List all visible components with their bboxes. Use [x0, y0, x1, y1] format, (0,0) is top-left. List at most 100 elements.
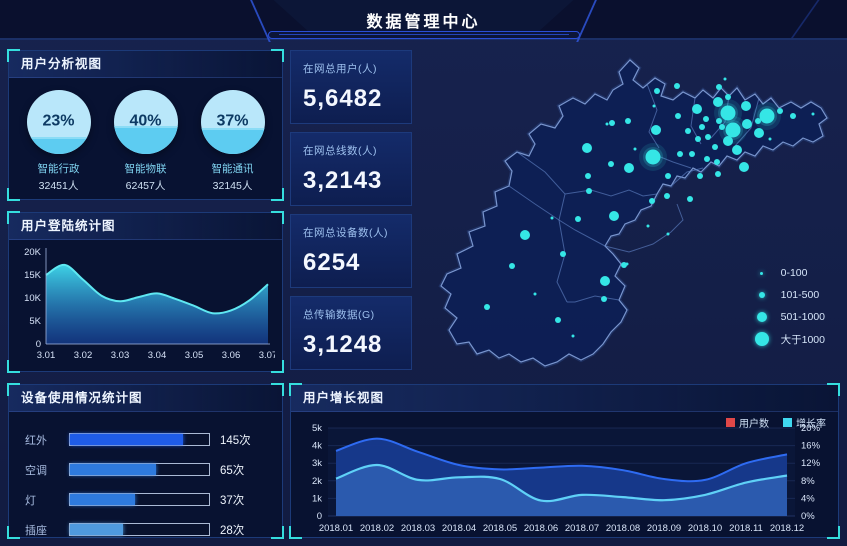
map-bubble[interactable]	[716, 84, 722, 90]
map-bubble[interactable]	[689, 151, 695, 157]
map-bubble[interactable]	[575, 216, 581, 222]
map-bubble[interactable]	[585, 173, 591, 179]
map-bubble[interactable]	[621, 262, 627, 268]
map-legend-item[interactable]: 501-1000	[751, 306, 825, 328]
map-bubble[interactable]	[586, 188, 592, 194]
bar-value: 145次	[220, 434, 251, 447]
map-bubble[interactable]	[692, 104, 702, 114]
map-bubble[interactable]	[714, 159, 720, 165]
map-bubble[interactable]	[677, 151, 683, 157]
map-bubble[interactable]	[755, 118, 761, 124]
bubble-size-icon	[758, 292, 765, 298]
map-bubble[interactable]	[664, 193, 670, 199]
map-bubble[interactable]	[697, 173, 703, 179]
map-bubble[interactable]	[777, 108, 783, 114]
map-bubble[interactable]	[624, 163, 634, 173]
map-bubble[interactable]	[712, 144, 718, 150]
map-bubble[interactable]	[646, 224, 650, 228]
map-bubble[interactable]	[725, 94, 731, 100]
corner-bracket	[271, 188, 284, 201]
map-bubble[interactable]	[609, 120, 615, 126]
map-bubble[interactable]	[645, 149, 661, 165]
map-bubble[interactable]	[719, 124, 725, 130]
map-bubble[interactable]	[665, 173, 671, 179]
map-bubble[interactable]	[687, 196, 693, 202]
region-bubble-map[interactable]: 0-100 101-500 501-1000 大于1000	[415, 44, 839, 376]
legend-item-users[interactable]: 用户数	[726, 415, 769, 430]
map-bubble[interactable]	[633, 147, 637, 151]
map-bubble[interactable]	[625, 262, 629, 266]
map-legend-item[interactable]: 101-500	[751, 284, 825, 306]
gauge-group[interactable]: 23% 智能行政 32451人 40% 智能物联 62457人 37% 智能通讯…	[9, 78, 282, 193]
map-bubble[interactable]	[571, 334, 575, 338]
x-tick-label: 3.07	[259, 350, 275, 361]
map-bubble[interactable]	[484, 304, 490, 310]
bar-fill	[70, 524, 123, 535]
map-bubble[interactable]	[739, 162, 749, 172]
map-bubble[interactable]	[654, 88, 660, 94]
map-bubble[interactable]	[768, 137, 772, 141]
bar-row-light[interactable]: 灯 37次	[25, 487, 268, 512]
bar-row-ac[interactable]: 空调 65次	[25, 457, 268, 482]
map-bubble[interactable]	[716, 118, 722, 124]
map-bubble[interactable]	[715, 171, 721, 177]
map-bubble[interactable]	[560, 251, 566, 257]
map-legend-item[interactable]: 0-100	[751, 262, 825, 284]
legend-item-growth-rate[interactable]: 增长率	[783, 415, 826, 430]
gauge-iot[interactable]: 40% 智能物联 62457人	[106, 90, 186, 193]
map-bubble[interactable]	[713, 97, 723, 107]
map-bubble[interactable]	[609, 211, 619, 221]
map-bubble[interactable]	[725, 122, 741, 138]
login-area-chart[interactable]: 0 5K 10K 15K 20K 3.01 3.02 3.03 3.04 3.05 3.06 3.07	[16, 242, 275, 370]
gauge-percent: 23%	[42, 112, 75, 130]
map-bubble[interactable]	[675, 113, 681, 119]
map-bubble[interactable]	[625, 118, 631, 124]
map-bubble[interactable]	[759, 108, 775, 124]
map-bubble[interactable]	[732, 145, 742, 155]
map-canvas[interactable]	[415, 44, 839, 376]
stat-value: 3,1248	[303, 331, 383, 358]
map-bubble[interactable]	[533, 292, 537, 296]
map-bubble[interactable]	[550, 216, 554, 220]
x-tick-label: 3.04	[148, 350, 167, 361]
device-bar-chart[interactable]: 红外 145次 空调 65次 灯 37次 插座 28次 窗帘	[9, 412, 282, 546]
map-legend-item[interactable]: 大于1000	[751, 328, 825, 350]
map-bubble[interactable]	[705, 134, 711, 140]
map-bubble[interactable]	[723, 136, 733, 146]
bar-row-socket[interactable]: 插座 28次	[25, 517, 268, 542]
map-bubble[interactable]	[790, 113, 796, 119]
gauge-comm[interactable]: 37% 智能通讯 32145人	[193, 90, 273, 193]
map-bubble[interactable]	[509, 263, 515, 269]
map-bubble[interactable]	[555, 317, 561, 323]
map-bubble[interactable]	[704, 156, 710, 162]
map-bubble[interactable]	[601, 296, 607, 302]
bar-row-infrared[interactable]: 红外 145次	[25, 427, 268, 452]
map-bubble[interactable]	[652, 104, 656, 108]
map-bubble[interactable]	[723, 77, 727, 81]
map-bubble[interactable]	[811, 112, 815, 116]
map-bubble[interactable]	[720, 105, 736, 121]
map-bubble[interactable]	[651, 125, 661, 135]
map-bubble[interactable]	[520, 230, 530, 240]
map-bubble[interactable]	[600, 276, 610, 286]
map-bubble[interactable]	[685, 128, 691, 134]
map-bubble[interactable]	[703, 116, 709, 122]
map-bubble[interactable]	[754, 128, 764, 138]
map-bubble[interactable]	[741, 101, 751, 111]
map-legend[interactable]: 0-100 101-500 501-1000 大于1000	[751, 262, 825, 350]
map-bubble[interactable]	[582, 143, 592, 153]
map-bubble[interactable]	[608, 161, 614, 167]
map-bubble[interactable]	[699, 124, 705, 130]
gauge-admin[interactable]: 23% 智能行政 32451人	[19, 90, 99, 193]
map-bubble[interactable]	[649, 198, 655, 204]
liquid-gauge: 40%	[113, 90, 178, 154]
growth-area-chart[interactable]: 0 0% 1k 4% 2k 8% 3k 12% 4k 16% 5k 20% 2018.01 2018.02…	[298, 416, 831, 538]
login-area-fill	[46, 264, 268, 344]
map-bubble[interactable]	[742, 119, 752, 129]
map-bubble[interactable]	[695, 136, 701, 142]
growth-legend[interactable]: 用户数 增长率	[726, 415, 826, 430]
map-bubble[interactable]	[605, 122, 609, 126]
map-bubble[interactable]	[666, 232, 670, 236]
y-tick-right: 16%	[801, 441, 821, 452]
map-bubble[interactable]	[674, 83, 680, 89]
